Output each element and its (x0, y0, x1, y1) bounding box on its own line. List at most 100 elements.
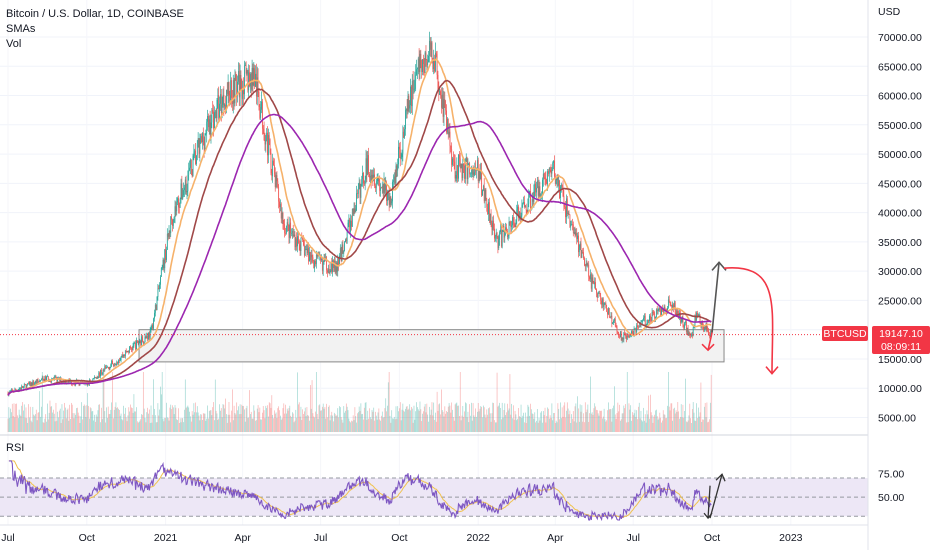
candle-body (562, 187, 564, 197)
candle-body (258, 91, 260, 108)
candle-body (511, 225, 513, 227)
candle-body (154, 304, 156, 313)
volume-bar (638, 402, 640, 432)
volume-bar (398, 411, 399, 432)
candle-body (587, 264, 589, 266)
time-tick-label: Jul (627, 532, 640, 544)
candle-body (446, 110, 447, 133)
candle-body (29, 382, 30, 385)
volume-bar (209, 410, 211, 432)
projection-arrows (701, 261, 779, 375)
volume-bar (130, 404, 131, 432)
volume-bar (339, 406, 340, 432)
volume-bar (48, 412, 50, 432)
volume-bar (325, 418, 327, 432)
candle-body (183, 190, 184, 196)
candle-body (441, 94, 443, 108)
volume-indicator-label[interactable]: Vol (6, 38, 22, 50)
price-tick-label: 5000.00 (878, 413, 916, 425)
candle-body (229, 95, 231, 101)
symbol-title[interactable]: Bitcoin / U.S. Dollar, 1D, COINBASE (6, 8, 184, 20)
candle-body (361, 179, 363, 185)
volume-bar (489, 407, 490, 432)
volume-bar (41, 372, 43, 432)
volume-bar (403, 410, 405, 432)
candle-body (333, 260, 334, 269)
candle-body (497, 236, 499, 249)
candle-body (248, 72, 250, 91)
candle-body (193, 151, 195, 156)
candle-body (381, 185, 383, 189)
candle-body (339, 248, 341, 256)
volume-bar (582, 421, 584, 432)
volume-bar (514, 410, 516, 432)
volume-bar (653, 416, 655, 432)
candle-body (455, 174, 457, 179)
candle-body (673, 302, 675, 309)
volume-bar (600, 410, 602, 432)
volume-bar (661, 422, 662, 432)
volume-bar (659, 412, 661, 432)
volume-bar (288, 408, 290, 432)
candle-body (408, 95, 410, 109)
volume-bar (535, 422, 536, 432)
volume-bar (507, 410, 509, 432)
volume-bar (291, 416, 292, 432)
candle-body (584, 258, 585, 266)
volume-bar (684, 410, 685, 432)
candle-body (398, 146, 399, 165)
candle-body (219, 103, 220, 119)
volume-bar (192, 414, 194, 432)
volume-bar (328, 405, 330, 432)
volume-bar (351, 420, 352, 432)
candle-body (106, 367, 108, 368)
volume-bar (154, 408, 155, 432)
volume-bar (568, 414, 570, 432)
candle-body (309, 251, 310, 262)
volume-bar (487, 414, 488, 432)
volume-bar (99, 404, 100, 432)
volume-bar (103, 372, 105, 432)
candle-body (557, 174, 559, 186)
volume-bar (434, 419, 435, 432)
candle-body (428, 40, 430, 56)
volume-bar (468, 422, 470, 432)
rsi-indicator-label[interactable]: RSI (6, 442, 25, 454)
volume-bar (492, 402, 494, 432)
candle-body (433, 59, 435, 70)
volume-bar (61, 404, 63, 432)
candle-body (388, 193, 390, 205)
volume-bar (147, 407, 148, 432)
volume-bar (187, 405, 189, 432)
candle-body (521, 205, 523, 216)
candle-body (535, 183, 537, 193)
candle-body (226, 89, 227, 110)
volume-bar (248, 417, 250, 432)
volume-bar (498, 405, 500, 432)
candle-body (41, 377, 43, 380)
candle-body (279, 204, 281, 208)
candle-body (173, 216, 175, 223)
volume-bar (428, 421, 429, 432)
volume-bar (321, 406, 323, 432)
volume-bar (243, 405, 244, 432)
volume-bar (148, 409, 150, 432)
candle-body (661, 308, 663, 312)
smas-indicator-label[interactable]: SMAs (6, 23, 36, 35)
candle-body (106, 367, 107, 369)
candle-body (548, 167, 550, 174)
volume-bar (67, 408, 69, 432)
volume-bar (399, 402, 401, 432)
candle-body (274, 174, 276, 188)
time-axis: Jul Oct 2021 Apr Jul Oct 2022 Apr Jul Oct 2023 (0, 524, 868, 544)
candle-body (38, 381, 40, 382)
volume-bar (160, 394, 162, 432)
candle-body (469, 163, 471, 175)
volume-bar (342, 422, 344, 432)
volume-bar (104, 411, 106, 432)
volume-bar (267, 405, 268, 432)
price-tick-label: 25000.00 (878, 295, 922, 307)
candle-body (37, 379, 39, 382)
volume-bar (123, 405, 124, 432)
